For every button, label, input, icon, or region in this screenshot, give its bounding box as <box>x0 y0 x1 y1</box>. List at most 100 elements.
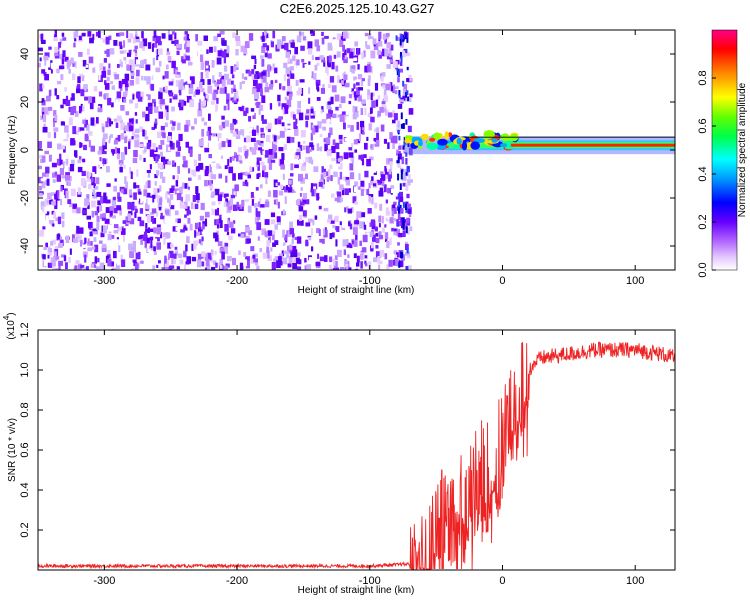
noise-speckle <box>136 169 139 177</box>
band-blob <box>420 133 429 140</box>
noise-speckle <box>289 66 294 71</box>
noise-speckle <box>42 114 47 123</box>
noise-speckle <box>38 165 42 170</box>
noise-speckle <box>52 172 57 178</box>
spectrogram-y-tick-label: 20 <box>19 96 31 108</box>
noise-speckle <box>248 116 252 122</box>
noise-speckle <box>230 228 236 234</box>
noise-speckle <box>207 71 211 79</box>
noise-speckle <box>225 263 230 268</box>
svg-text:(x104): (x104) <box>2 312 17 339</box>
noise-speckle <box>205 258 210 267</box>
noise-speckle <box>120 61 123 68</box>
noise-speckle <box>187 210 191 215</box>
noise-speckle <box>62 50 66 57</box>
noise-speckle <box>367 112 372 118</box>
noise-speckle <box>231 74 235 79</box>
noise-speckle <box>219 125 223 131</box>
noise-speckle <box>90 241 93 246</box>
noise-speckle <box>221 115 225 120</box>
noise-speckle <box>367 61 372 65</box>
noise-speckle <box>355 79 359 84</box>
noise-speckle <box>150 216 154 222</box>
noise-speckle <box>346 110 349 115</box>
noise-speckle <box>72 234 75 243</box>
colorbar-tick-label: 0.6 <box>697 118 709 133</box>
noise-speckle <box>282 209 286 215</box>
noise-speckle <box>242 181 246 186</box>
noise-speckle <box>176 190 179 195</box>
noise-speckle <box>173 136 177 143</box>
noise-speckle <box>328 132 331 138</box>
noise-speckle <box>277 221 281 225</box>
noise-speckle <box>175 210 179 216</box>
noise-speckle <box>120 105 125 111</box>
noise-speckle <box>150 212 155 216</box>
noise-speckle <box>295 152 301 156</box>
noise-speckle <box>197 253 202 260</box>
noise-speckle <box>401 156 405 165</box>
noise-speckle <box>39 57 42 62</box>
noise-speckle <box>197 108 203 117</box>
noise-speckle <box>107 97 112 106</box>
noise-speckle <box>405 243 409 250</box>
noise-speckle <box>264 45 267 53</box>
noise-speckle <box>265 125 268 130</box>
noise-speckle <box>281 36 286 42</box>
noise-speckle <box>74 96 78 100</box>
noise-speckle <box>308 237 312 241</box>
noise-speckle <box>282 173 285 180</box>
noise-speckle <box>59 198 63 206</box>
noise-speckle <box>133 182 137 189</box>
noise-speckle <box>90 263 95 268</box>
noise-speckle <box>153 101 156 107</box>
noise-speckle <box>249 166 253 172</box>
noise-speckle <box>84 133 89 141</box>
noise-speckle <box>319 185 325 189</box>
noise-speckle <box>339 171 343 180</box>
noise-speckle <box>302 162 307 167</box>
noise-speckle <box>208 128 213 136</box>
noise-speckle <box>186 236 190 243</box>
noise-edge-speckle <box>398 71 400 77</box>
noise-speckle <box>184 264 187 270</box>
noise-speckle <box>161 33 166 39</box>
noise-speckle <box>243 137 248 143</box>
noise-speckle <box>151 194 156 199</box>
noise-speckle <box>131 268 135 270</box>
noise-speckle <box>312 111 316 117</box>
noise-speckle <box>168 92 174 97</box>
noise-speckle <box>224 193 229 197</box>
noise-speckle <box>46 199 52 204</box>
noise-speckle <box>259 140 264 146</box>
noise-speckle <box>265 82 269 90</box>
noise-speckle <box>172 121 176 126</box>
noise-speckle <box>86 194 90 202</box>
noise-speckle <box>232 32 236 38</box>
noise-speckle <box>221 79 226 87</box>
noise-speckle <box>352 227 358 235</box>
noise-speckle <box>50 62 56 69</box>
noise-speckle <box>305 222 311 227</box>
noise-speckle <box>363 224 367 230</box>
noise-speckle <box>164 216 169 224</box>
noise-speckle <box>282 107 286 115</box>
noise-speckle <box>351 156 355 164</box>
noise-speckle <box>41 180 46 189</box>
noise-edge-speckle <box>405 226 408 234</box>
noise-speckle <box>201 231 207 235</box>
noise-speckle <box>139 126 144 132</box>
noise-speckle <box>187 158 192 163</box>
noise-speckle <box>329 256 333 263</box>
noise-speckle <box>154 174 158 179</box>
noise-speckle <box>216 230 219 235</box>
noise-speckle <box>79 234 82 240</box>
noise-speckle <box>113 118 118 122</box>
noise-speckle <box>184 96 187 101</box>
noise-speckle <box>117 192 121 199</box>
noise-speckle <box>83 267 86 270</box>
noise-speckle <box>299 214 303 221</box>
noise-speckle <box>47 132 51 138</box>
noise-speckle <box>375 139 380 147</box>
noise-speckle <box>150 240 153 248</box>
